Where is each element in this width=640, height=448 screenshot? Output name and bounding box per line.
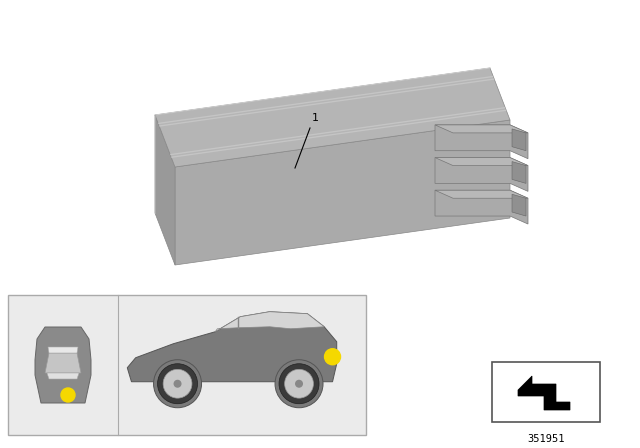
Polygon shape xyxy=(215,312,324,332)
Text: 351951: 351951 xyxy=(527,434,564,444)
Polygon shape xyxy=(435,190,528,224)
Polygon shape xyxy=(435,158,528,191)
Polygon shape xyxy=(155,115,175,265)
Polygon shape xyxy=(518,376,570,410)
Polygon shape xyxy=(512,162,526,183)
Circle shape xyxy=(157,364,198,404)
Circle shape xyxy=(275,360,323,408)
Circle shape xyxy=(324,349,340,365)
Bar xyxy=(8,295,366,435)
Polygon shape xyxy=(35,327,91,403)
Polygon shape xyxy=(45,353,81,373)
Circle shape xyxy=(154,360,202,408)
Polygon shape xyxy=(47,373,79,379)
Polygon shape xyxy=(159,78,495,127)
Polygon shape xyxy=(435,125,528,159)
Text: 1: 1 xyxy=(312,113,319,123)
Circle shape xyxy=(279,364,319,404)
Polygon shape xyxy=(158,76,493,124)
Polygon shape xyxy=(512,129,526,151)
Bar xyxy=(492,362,600,422)
Circle shape xyxy=(285,369,314,398)
Polygon shape xyxy=(155,68,510,167)
Polygon shape xyxy=(175,120,510,265)
Polygon shape xyxy=(171,110,506,158)
Polygon shape xyxy=(435,190,528,198)
Circle shape xyxy=(163,369,192,398)
Polygon shape xyxy=(127,312,337,382)
Polygon shape xyxy=(48,347,78,353)
Circle shape xyxy=(295,380,303,388)
Circle shape xyxy=(173,380,182,388)
Circle shape xyxy=(61,388,75,402)
Polygon shape xyxy=(512,194,526,216)
Polygon shape xyxy=(435,125,528,133)
Polygon shape xyxy=(170,107,506,155)
Polygon shape xyxy=(435,158,528,166)
